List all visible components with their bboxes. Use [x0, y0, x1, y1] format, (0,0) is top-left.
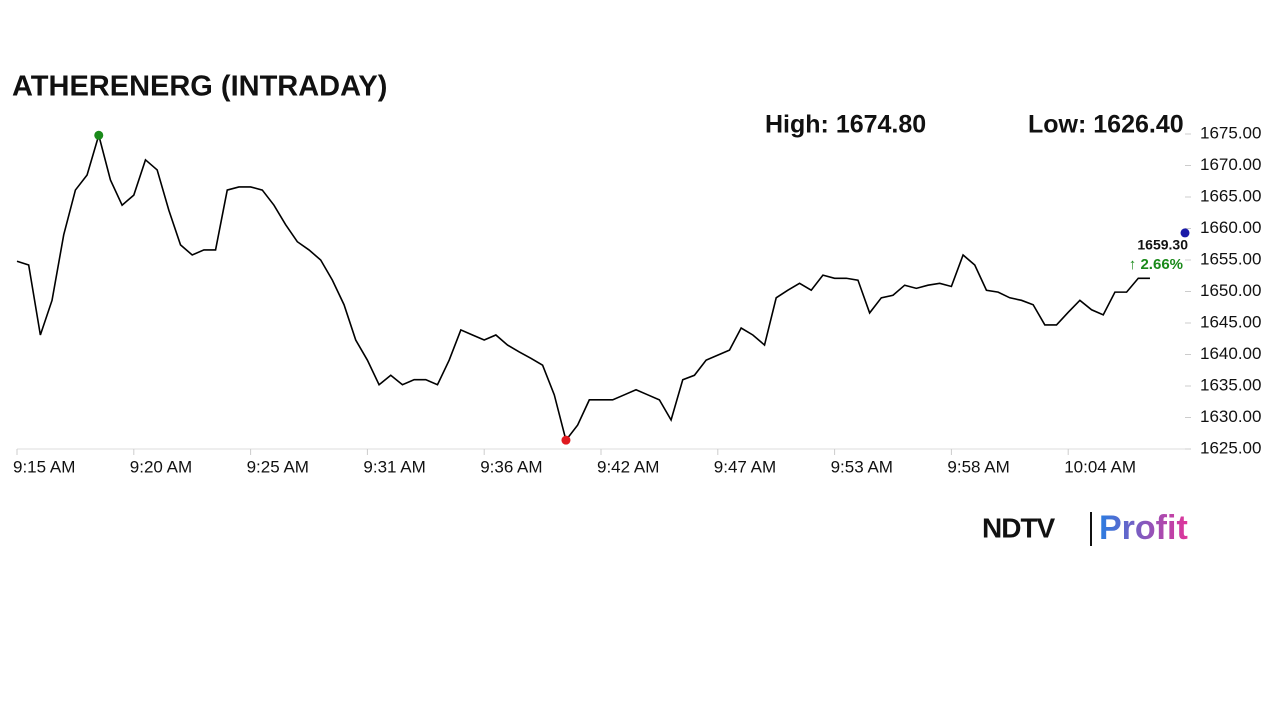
current-price: 1659.30 — [1137, 237, 1188, 253]
x-tick-label: 9:47 AM — [714, 457, 776, 476]
y-tick-label: 1670.00 — [1200, 155, 1261, 174]
x-tick-label: 9:20 AM — [130, 457, 192, 476]
y-tick-label: 1640.00 — [1200, 344, 1261, 363]
x-tick-label: 9:42 AM — [597, 457, 659, 476]
x-tick-label: 9:15 AM — [13, 457, 75, 476]
y-tick-label: 1675.00 — [1200, 123, 1261, 142]
y-tick-label: 1665.00 — [1200, 186, 1261, 205]
x-tick-label: 9:53 AM — [831, 457, 893, 476]
x-tick-label: 9:25 AM — [247, 457, 309, 476]
y-tick-label: 1650.00 — [1200, 281, 1261, 300]
logo-ndtv: NDTV — [982, 512, 1056, 543]
y-tick-label: 1635.00 — [1200, 375, 1261, 394]
chart-title: ATHERENERG (INTRADAY) — [12, 71, 387, 103]
high-marker — [94, 130, 104, 140]
x-tick-label: 9:31 AM — [363, 457, 425, 476]
y-tick-label: 1645.00 — [1200, 312, 1261, 331]
x-tick-label: 10:04 AM — [1064, 457, 1136, 476]
high-label: High: 1674.80 — [765, 111, 926, 139]
x-tick-label: 9:36 AM — [480, 457, 542, 476]
low-label: Low: 1626.40 — [1028, 111, 1184, 139]
current-marker — [1180, 228, 1190, 238]
change-percent: ↑ 2.66% — [1129, 256, 1183, 273]
y-tick-label: 1655.00 — [1200, 249, 1261, 268]
y-tick-label: 1630.00 — [1200, 407, 1261, 426]
logo-profit: Profit — [1099, 509, 1188, 547]
x-tick-label: 9:58 AM — [947, 457, 1009, 476]
y-tick-label: 1660.00 — [1200, 218, 1261, 237]
low-marker — [561, 435, 571, 445]
y-tick-label: 1625.00 — [1200, 438, 1261, 457]
price-line — [16, 132, 1150, 442]
